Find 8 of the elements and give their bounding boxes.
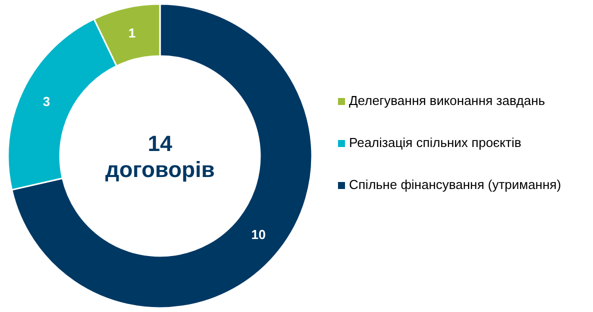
data-label: 1 [128, 26, 136, 41]
legend-label: Спільне фінансування (утримання) [349, 177, 562, 192]
legend-label: Делегування виконання завдань [349, 93, 546, 108]
legend-label: Реалізація спільних проєктів [349, 135, 522, 150]
data-label: 3 [42, 94, 50, 109]
donut-slice [11, 3, 313, 308]
data-label: 10 [251, 227, 266, 242]
text: 14 договорів [105, 131, 215, 182]
